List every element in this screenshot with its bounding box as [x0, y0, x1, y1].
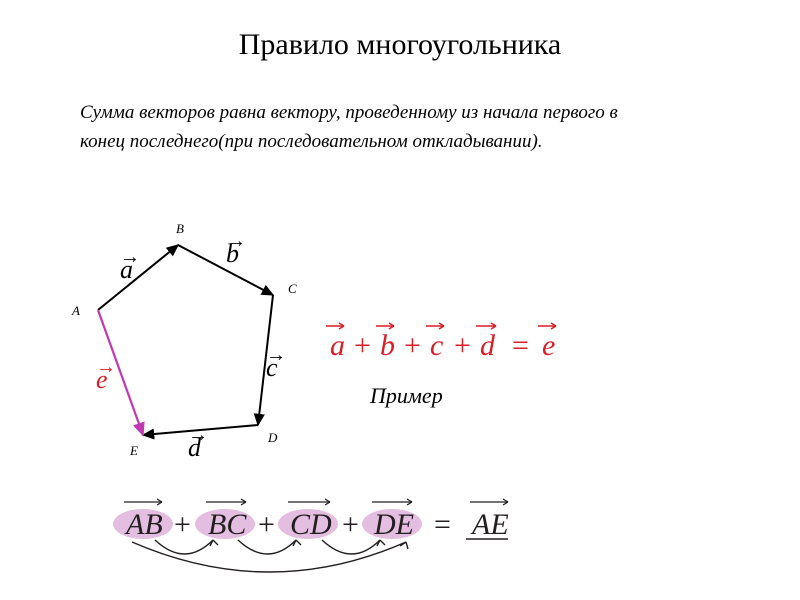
- description: Сумма векторов равна вектору, проведенно…: [80, 98, 640, 157]
- edge-label-c: →c: [266, 353, 278, 383]
- svg-text:AE: AE: [470, 508, 509, 541]
- vertex-label-A: A: [72, 303, 80, 319]
- svg-text:+: +: [454, 329, 471, 362]
- svg-text:+: +: [258, 508, 275, 541]
- svg-text:+: +: [174, 508, 191, 541]
- svg-text:AB: AB: [124, 508, 163, 541]
- edge-label-e: →e: [96, 365, 108, 395]
- svg-text:b: b: [380, 329, 395, 362]
- vertex-label-B: B: [176, 221, 184, 237]
- point-vector-equation: AB + BC + CD + DE = AE: [100, 490, 600, 580]
- svg-text:BC: BC: [208, 508, 247, 541]
- svg-text:=: =: [512, 329, 529, 362]
- vertex-label-C: C: [288, 281, 297, 297]
- svg-text:d: d: [480, 329, 496, 362]
- vertex-label-E: E: [130, 443, 138, 459]
- edge-label-d: →d: [188, 433, 201, 463]
- edge-label-b: →b: [226, 239, 239, 269]
- svg-text:+: +: [354, 329, 371, 362]
- svg-text:DE: DE: [373, 508, 414, 541]
- vertex-label-D: D: [268, 430, 277, 446]
- svg-text:=: =: [434, 508, 451, 541]
- edge-label-a: →a: [120, 255, 133, 285]
- polygon-diagram: A B C D E →a →b →c →d →e: [68, 225, 318, 485]
- vector-equation: a + b + c + d = e: [320, 310, 740, 370]
- example-label: Пример: [370, 383, 443, 409]
- svg-text:CD: CD: [290, 508, 332, 541]
- svg-text:a: a: [330, 329, 345, 362]
- svg-text:+: +: [342, 508, 359, 541]
- svg-text:e: e: [542, 329, 555, 362]
- page-title: Правило многоугольника: [0, 28, 800, 62]
- svg-text:+: +: [404, 329, 421, 362]
- svg-text:c: c: [430, 329, 443, 362]
